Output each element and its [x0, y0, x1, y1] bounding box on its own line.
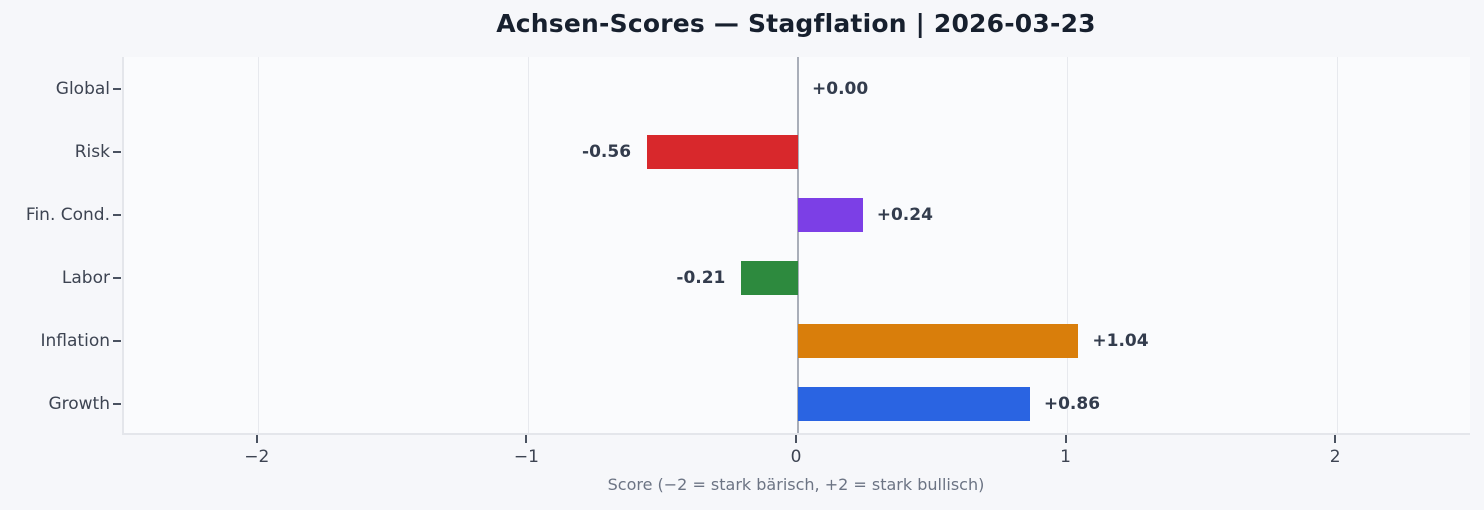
x-axis-tick — [1334, 435, 1337, 443]
bar-growth — [798, 386, 1030, 421]
grid-line — [1067, 57, 1069, 433]
category-label-global: Global — [55, 78, 110, 99]
chart-title: Achsen-Scores — Stagflation | 2026-03-23 — [496, 9, 1096, 38]
x-tick-label: 2 — [1329, 447, 1341, 467]
bar-inflation — [798, 323, 1079, 358]
y-axis-tick — [113, 276, 121, 279]
category-label-labor: Labor — [61, 267, 110, 288]
x-tick-label: −1 — [513, 447, 539, 467]
zero-line — [797, 57, 799, 433]
y-axis-tick — [113, 87, 121, 90]
category-label-growth: Growth — [48, 393, 110, 414]
value-label: +0.24 — [876, 204, 933, 225]
value-label: +0.86 — [1043, 393, 1101, 414]
value-label: +1.04 — [1092, 330, 1149, 351]
grid-line — [527, 57, 529, 433]
value-label: -0.21 — [676, 267, 726, 288]
y-axis-tick — [113, 150, 121, 153]
x-tick-label: 0 — [790, 447, 802, 467]
x-axis-tick — [795, 435, 797, 443]
value-label: -0.56 — [582, 141, 632, 162]
y-axis-tick — [113, 213, 121, 216]
y-axis-tick — [113, 402, 121, 405]
x-axis-label: Score (−2 = stark bärisch, +2 = stark bu… — [607, 475, 985, 494]
category-label-risk: Risk — [74, 141, 110, 162]
grid-line — [258, 57, 260, 433]
x-axis-tick — [255, 435, 258, 443]
x-axis-tick — [525, 435, 528, 443]
grid-line — [1336, 57, 1338, 433]
plot-area: +0.00 -0.56 +0.24 -0.21 +1.04 +0.86 — [122, 57, 1470, 435]
bar-risk — [647, 134, 798, 169]
y-axis-tick — [113, 339, 121, 342]
value-label: +0.00 — [812, 78, 869, 99]
category-label-inflation: Inflation — [40, 330, 110, 351]
bar-labor — [741, 260, 798, 295]
x-tick-label: −2 — [244, 447, 270, 467]
x-tick-label: 1 — [1060, 447, 1072, 467]
category-label-fin-cond-: Fin. Cond. — [25, 204, 110, 225]
x-axis-tick — [1064, 435, 1067, 443]
bar-fin-cond- — [798, 197, 863, 232]
